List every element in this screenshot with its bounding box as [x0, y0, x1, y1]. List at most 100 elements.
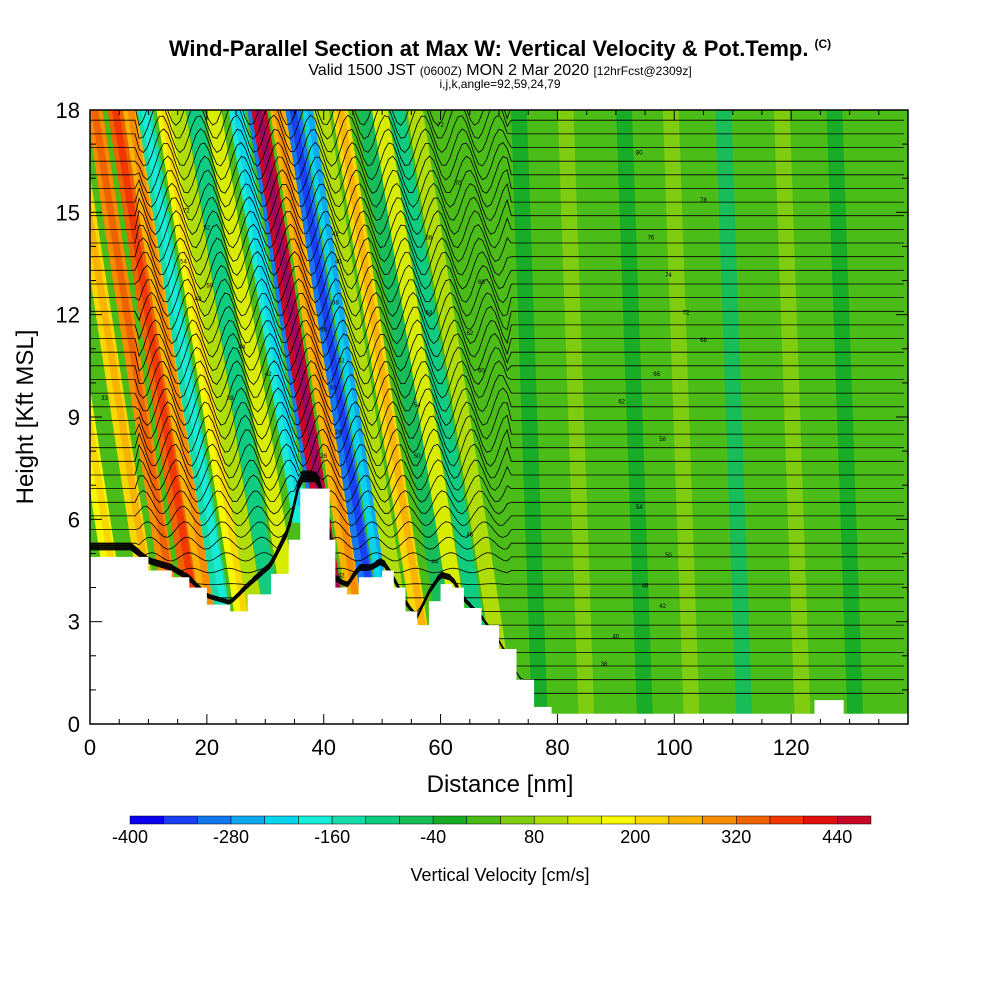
theta-contour [90, 155, 904, 195]
theta-contour [90, 360, 904, 399]
theta-contour [90, 474, 904, 562]
x-tick-label: 80 [545, 735, 569, 760]
contour-label: 52 [204, 225, 211, 231]
theta-contour [90, 182, 904, 222]
velocity-band [205, 110, 294, 580]
y-tick-label: 0 [68, 712, 80, 737]
theta-contour [90, 264, 904, 304]
valid-date: MON 2 Mar 2020 [466, 62, 589, 79]
contour-label: 54 [636, 505, 643, 511]
theta-contour [90, 476, 904, 599]
valid-time: Valid 1500 JST [308, 62, 416, 79]
contour-label: 38 [332, 300, 339, 306]
theta-contour [90, 169, 904, 208]
theta-contour [90, 114, 904, 154]
theta-contour [90, 110, 904, 140]
contour-label: 54 [180, 260, 187, 266]
theta-contour [90, 443, 904, 480]
theta-contour [90, 319, 904, 358]
theta-contour [90, 209, 904, 249]
contour-label: 60 [478, 369, 485, 375]
theta-contour [90, 414, 904, 454]
theta-contour [90, 476, 904, 586]
colorbar-swatch [197, 815, 232, 825]
velocity-band [371, 110, 469, 637]
colorbar-swatch [668, 815, 703, 825]
colorbar-ticks: -400 -280 -160 -40 80 200 320 440 [112, 827, 852, 847]
contour-label: 42 [659, 604, 666, 610]
contour-label: 40 [613, 635, 620, 641]
chart-subtitle: Valid 1500 JST (0600Z) MON 2 Mar 2020 [1… [0, 62, 1000, 80]
x-tick-label: 20 [195, 735, 219, 760]
x-tick-label: 120 [773, 735, 810, 760]
colorbar-swatch [264, 815, 299, 825]
colorbar-swatch [129, 815, 164, 825]
theta-contour [90, 141, 904, 181]
contour-label: 46 [642, 584, 649, 590]
velocity-core [160, 110, 249, 615]
theta-contour [90, 223, 904, 263]
theta-contour [90, 373, 904, 413]
contour-label: 66 [653, 372, 660, 378]
copyright-mark: (C) [814, 36, 832, 51]
y-tick-label: 18 [56, 98, 80, 123]
colorbar-swatch [230, 815, 265, 825]
colorbar-tick-label: -280 [213, 827, 249, 847]
y-axis-label: Height [Kft MSL] [12, 330, 39, 505]
title-text: Wind-Parallel Section at Max W: Vertical… [168, 36, 809, 61]
contour-label: 50 [206, 283, 213, 289]
contour-label: 42 [332, 232, 339, 238]
y-tick-label: 15 [56, 200, 80, 225]
contour-label: 66 [478, 280, 485, 286]
contour-label: 32 [338, 358, 345, 364]
velocity-core [111, 110, 199, 611]
contour-label: 30 [329, 386, 336, 392]
contour-label: 68 [700, 338, 707, 344]
forecast-info: [12hrFcst@2309z] [593, 64, 692, 78]
contour-label: 42 [338, 573, 345, 579]
colorbar-tick-label: 200 [620, 827, 650, 847]
y-tick-label: 6 [68, 507, 80, 532]
theta-contour [90, 401, 904, 440]
grid-info: i,j,k,angle=92,59,24,79 [439, 77, 561, 91]
velocity-core [90, 199, 152, 588]
contour-label: 64 [426, 311, 433, 317]
theta-contour [90, 472, 904, 527]
contour-label: 44 [431, 560, 438, 566]
theta-contour [90, 471, 904, 503]
theta-contour [90, 128, 904, 167]
theta-contour [90, 278, 904, 317]
contour-label: 58 [659, 437, 666, 443]
colorbar-swatch [533, 815, 569, 825]
contour-label: 72 [183, 208, 190, 214]
contour-label: 72 [437, 123, 444, 129]
contour-label: 38 [227, 396, 234, 402]
colorbar-swatch [298, 815, 333, 825]
contour-label: 33 [101, 396, 108, 402]
contour-label: 44 [239, 345, 246, 351]
x-axis-label: Distance [nm] [427, 771, 574, 798]
y-tick-label: 3 [68, 610, 80, 635]
contour-label: 50 [414, 454, 421, 460]
colorbar-swatch [837, 815, 872, 825]
colorbar-tick-label: -40 [420, 827, 446, 847]
colorbar-label: Vertical Velocity [cm/s] [410, 865, 589, 885]
theta-contour [90, 196, 904, 236]
colorbar-swatch [500, 815, 535, 825]
colorbar-swatch [466, 815, 501, 825]
contour-label: 72 [683, 311, 690, 317]
theta-contour [90, 346, 904, 386]
theta-contours [90, 110, 904, 694]
contour-label: 62 [618, 399, 625, 405]
theta-contour [90, 387, 904, 427]
contour-label: 62 [466, 331, 473, 337]
theta-contour [90, 305, 904, 345]
velocity-band [90, 174, 157, 605]
colorbar-swatch [634, 815, 670, 825]
colorbar-swatch [163, 815, 198, 825]
contour-label: 68 [426, 236, 433, 242]
contour-label: 54 [414, 403, 421, 409]
colorbar-tick-label: 320 [721, 827, 751, 847]
y-tick-label: 9 [68, 405, 80, 430]
